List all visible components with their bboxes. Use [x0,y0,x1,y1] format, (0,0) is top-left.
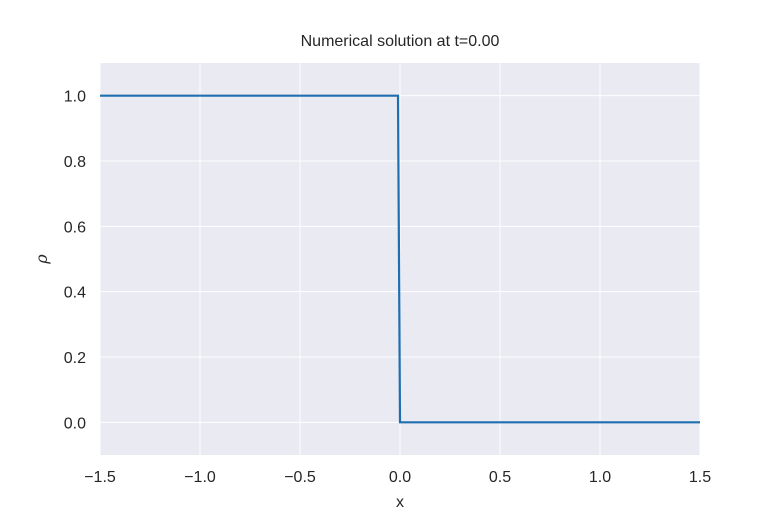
series-line [100,94,700,424]
x-tick-label: −0.5 [284,469,316,486]
y-axis-label: ρ [32,254,51,265]
x-axis-label: x [396,494,404,511]
x-tick-label: 1.0 [589,469,611,486]
y-tick-label: 0.4 [64,285,86,302]
x-tick-labels: −1.5 −1.0 −0.5 0.0 0.5 1.0 1.5 [84,469,711,486]
y-tick-label: 0.0 [64,415,86,432]
y-tick-labels: 0.0 0.2 0.4 0.6 0.8 1.0 [64,89,86,433]
x-tick-label: 0.5 [489,469,511,486]
chart-title: Numerical solution at t=0.00 [301,33,500,50]
x-tick-label: −1.5 [84,469,116,486]
y-tick-label: 0.8 [64,154,86,171]
y-tick-label: 0.2 [64,350,86,367]
series-layer [100,94,700,424]
x-tick-label: 0.0 [389,469,411,486]
x-tick-label: −1.0 [184,469,216,486]
y-tick-label: 1.0 [64,89,86,106]
x-tick-label: 1.5 [689,469,711,486]
y-tick-label: 0.6 [64,219,86,236]
